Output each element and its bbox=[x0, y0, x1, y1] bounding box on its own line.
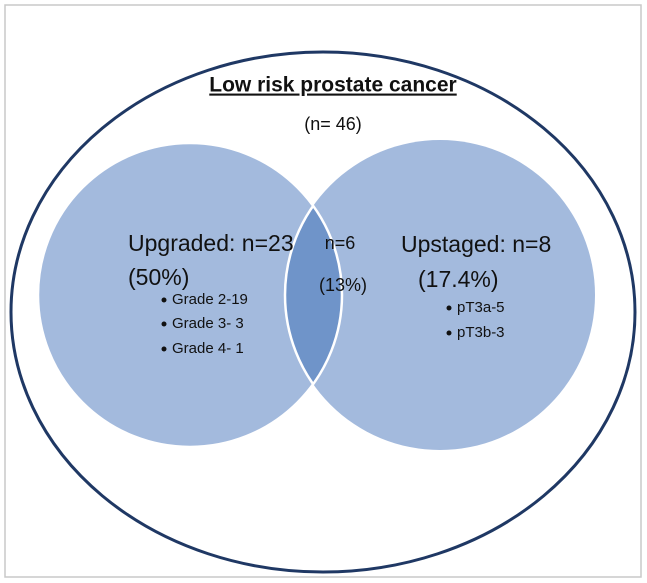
right-circle bbox=[285, 140, 595, 450]
bullet bbox=[446, 330, 452, 336]
set-label: Upstaged: n=8 bbox=[401, 231, 551, 257]
set-label: Upgraded: n=23 bbox=[128, 230, 294, 256]
bullet bbox=[161, 297, 167, 303]
bullet bbox=[161, 321, 167, 327]
set-percent: (50%) bbox=[128, 264, 189, 290]
set-item: Grade 2-19 bbox=[172, 291, 248, 308]
intersection-label: n=6 bbox=[325, 233, 356, 253]
intersection-edge bbox=[283, 143, 342, 447]
set-percent: (17.4%) bbox=[418, 266, 499, 292]
set-item: Grade 3- 3 bbox=[172, 315, 244, 332]
bullet bbox=[446, 305, 452, 311]
set-item: pT3a-5 bbox=[457, 299, 505, 316]
intersection-percent: (13%) bbox=[319, 275, 367, 295]
bullet bbox=[161, 346, 167, 352]
left-circle bbox=[38, 143, 342, 447]
left-edge bbox=[36, 141, 344, 449]
set-item: Grade 4- 1 bbox=[172, 340, 244, 357]
total: (n= 46) bbox=[304, 114, 362, 134]
set-item: pT3b-3 bbox=[457, 324, 505, 341]
title: Low risk prostate cancer bbox=[209, 74, 456, 97]
